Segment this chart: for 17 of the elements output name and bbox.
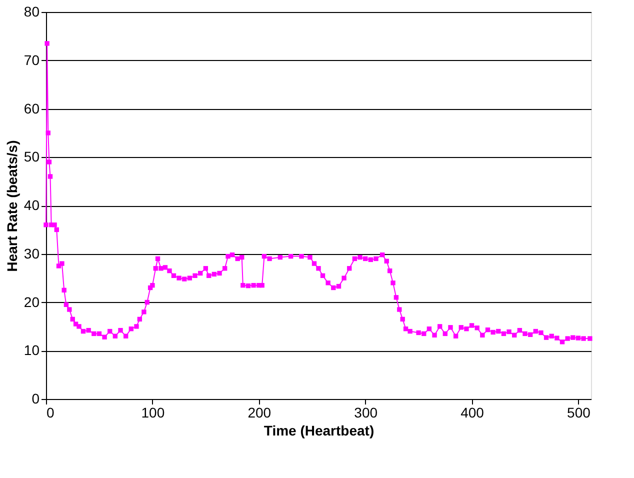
y-tick-label: 80 — [24, 4, 40, 20]
x-tick-label: 100 — [141, 404, 165, 420]
x-tick-label: 400 — [460, 404, 484, 420]
y-axis-title: Heart Rate (beats/s) — [4, 140, 20, 272]
x-tick-label: 0 — [46, 404, 54, 420]
y-tick-label: 0 — [32, 390, 40, 406]
y-tick-label: 70 — [24, 52, 40, 68]
y-tick-label: 60 — [24, 100, 40, 116]
y-tick-label: 50 — [24, 148, 40, 165]
x-tick-label: 300 — [354, 404, 378, 420]
x-axis-title: Time (Heartbeat) — [264, 422, 374, 438]
y-tick-label: 30 — [24, 245, 40, 262]
x-tick-label: 200 — [248, 404, 272, 420]
x-tick-label: 500 — [567, 404, 591, 420]
y-tick-label: 40 — [24, 197, 40, 213]
y-tick-label: 20 — [24, 294, 40, 310]
y-tick-label: 10 — [24, 342, 40, 358]
